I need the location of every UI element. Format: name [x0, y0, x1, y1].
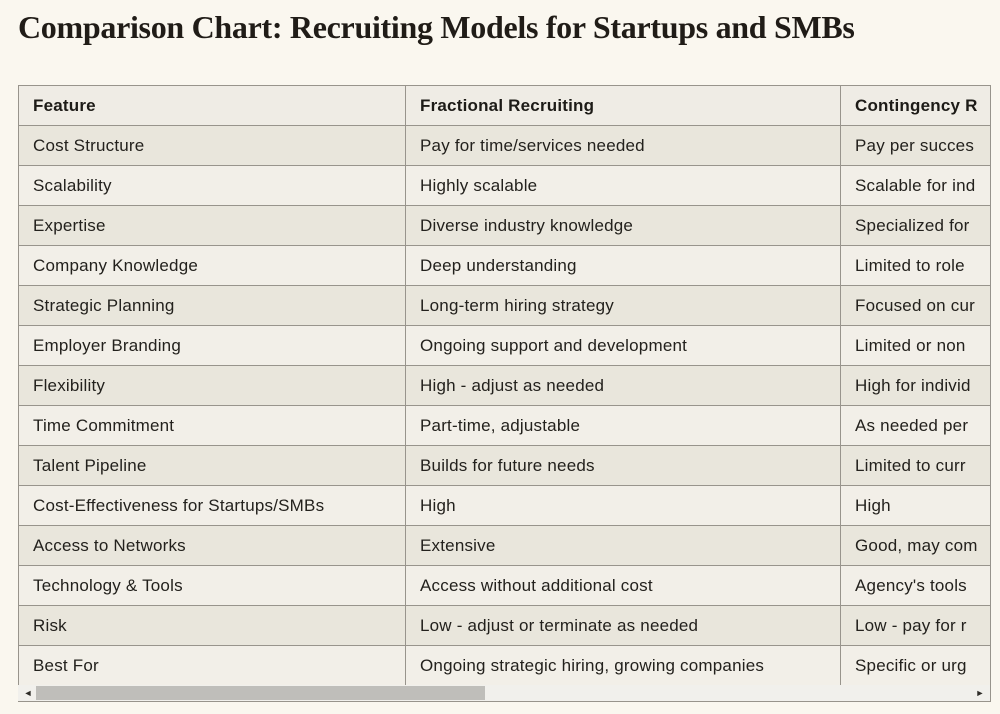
table-cell: Employer Branding: [18, 325, 406, 366]
table-cell: Good, may com: [840, 525, 990, 566]
table-cell: Low - pay for r: [840, 605, 990, 646]
table-cell: Focused on cur: [840, 285, 990, 326]
table-cell: Deep understanding: [405, 245, 841, 286]
table-row: Talent Pipeline Builds for future needs Li…: [18, 445, 990, 486]
table-cell: Extensive: [405, 525, 841, 566]
table-cell: Highly scalable: [405, 165, 841, 206]
comparison-table: Feature Fractional Recruiting Contingenc…: [18, 85, 990, 685]
table-row: Company Knowledge Deep understanding Limit…: [18, 245, 990, 286]
table-cell: Time Commitment: [18, 405, 406, 446]
scroll-right-button[interactable]: ►: [972, 685, 988, 701]
table-body: Cost Structure Pay for time/services need…: [18, 125, 990, 685]
table-cell: Expertise: [18, 205, 406, 246]
table-cell: High: [405, 485, 841, 526]
table-cell: Strategic Planning: [18, 285, 406, 326]
table-row: Technology & Tools Access without additio…: [18, 565, 990, 606]
table-cell: Diverse industry knowledge: [405, 205, 841, 246]
table-header-row: Feature Fractional Recruiting Contingenc…: [18, 85, 990, 126]
table-cell: Specialized for: [840, 205, 990, 246]
column-header-contingency-recruiting: Contingency R: [840, 85, 990, 126]
table-row: Expertise Diverse industry knowledge Speci…: [18, 205, 990, 246]
table-cell: Builds for future needs: [405, 445, 841, 486]
scroll-left-button[interactable]: ◄: [20, 685, 36, 701]
table-cell: Long-term hiring strategy: [405, 285, 841, 326]
table-cell: Access to Networks: [18, 525, 406, 566]
comparison-table-container: Feature Fractional Recruiting Contingenc…: [18, 85, 991, 702]
table-cell: Risk: [18, 605, 406, 646]
table-row: Risk Low - adjust or terminate as needed L…: [18, 605, 990, 646]
page-title: Comparison Chart: Recruiting Models for …: [18, 9, 855, 45]
table-cell: Company Knowledge: [18, 245, 406, 286]
horizontal-scrollbar[interactable]: ◄ ►: [18, 685, 990, 701]
table-cell: Access without additional cost: [405, 565, 841, 606]
column-header-feature: Feature: [18, 85, 406, 126]
table-cell: Ongoing support and development: [405, 325, 841, 366]
table-row: Access to Networks Extensive Good, may com: [18, 525, 990, 566]
table-row: Cost-Effectiveness for Startups/SMBs High…: [18, 485, 990, 526]
table-cell: Pay for time/services needed: [405, 125, 841, 166]
table-row: Flexibility High - adjust as needed High f…: [18, 365, 990, 406]
table-cell: Limited to role: [840, 245, 990, 286]
table-row: Scalability Highly scalable Scalable for i…: [18, 165, 990, 206]
table-row: Cost Structure Pay for time/services need…: [18, 125, 990, 166]
table-cell: Pay per succes: [840, 125, 990, 166]
table-cell: Flexibility: [18, 365, 406, 406]
table-row: Employer Branding Ongoing support and dev…: [18, 325, 990, 366]
table-cell: High: [840, 485, 990, 526]
table-cell: Low - adjust or terminate as needed: [405, 605, 841, 646]
table-cell: As needed per: [840, 405, 990, 446]
table-cell: Specific or urg: [840, 645, 990, 685]
scrollbar-thumb[interactable]: [36, 686, 485, 700]
column-header-fractional-recruiting: Fractional Recruiting: [405, 85, 841, 126]
table-row: Best For Ongoing strategic hiring, growin…: [18, 645, 990, 685]
table-cell: Best For: [18, 645, 406, 685]
left-arrow-icon: ◄: [23, 688, 33, 698]
table-cell: Agency's tools: [840, 565, 990, 606]
table-cell: Ongoing strategic hiring, growing compan…: [405, 645, 841, 685]
table-cell: Talent Pipeline: [18, 445, 406, 486]
table-cell: Scalable for ind: [840, 165, 990, 206]
table-row: Strategic Planning Long-term hiring strat…: [18, 285, 990, 326]
table-cell: High - adjust as needed: [405, 365, 841, 406]
right-arrow-icon: ►: [975, 688, 985, 698]
table-cell: Cost-Effectiveness for Startups/SMBs: [18, 485, 406, 526]
table-scroll-viewport: Feature Fractional Recruiting Contingenc…: [18, 85, 990, 685]
table-cell: High for individ: [840, 365, 990, 406]
table-cell: Technology & Tools: [18, 565, 406, 606]
table-cell: Limited to curr: [840, 445, 990, 486]
table-cell: Cost Structure: [18, 125, 406, 166]
table-row: Time Commitment Part-time, adjustable As n…: [18, 405, 990, 446]
table-cell: Part-time, adjustable: [405, 405, 841, 446]
table-cell: Limited or non: [840, 325, 990, 366]
table-cell: Scalability: [18, 165, 406, 206]
